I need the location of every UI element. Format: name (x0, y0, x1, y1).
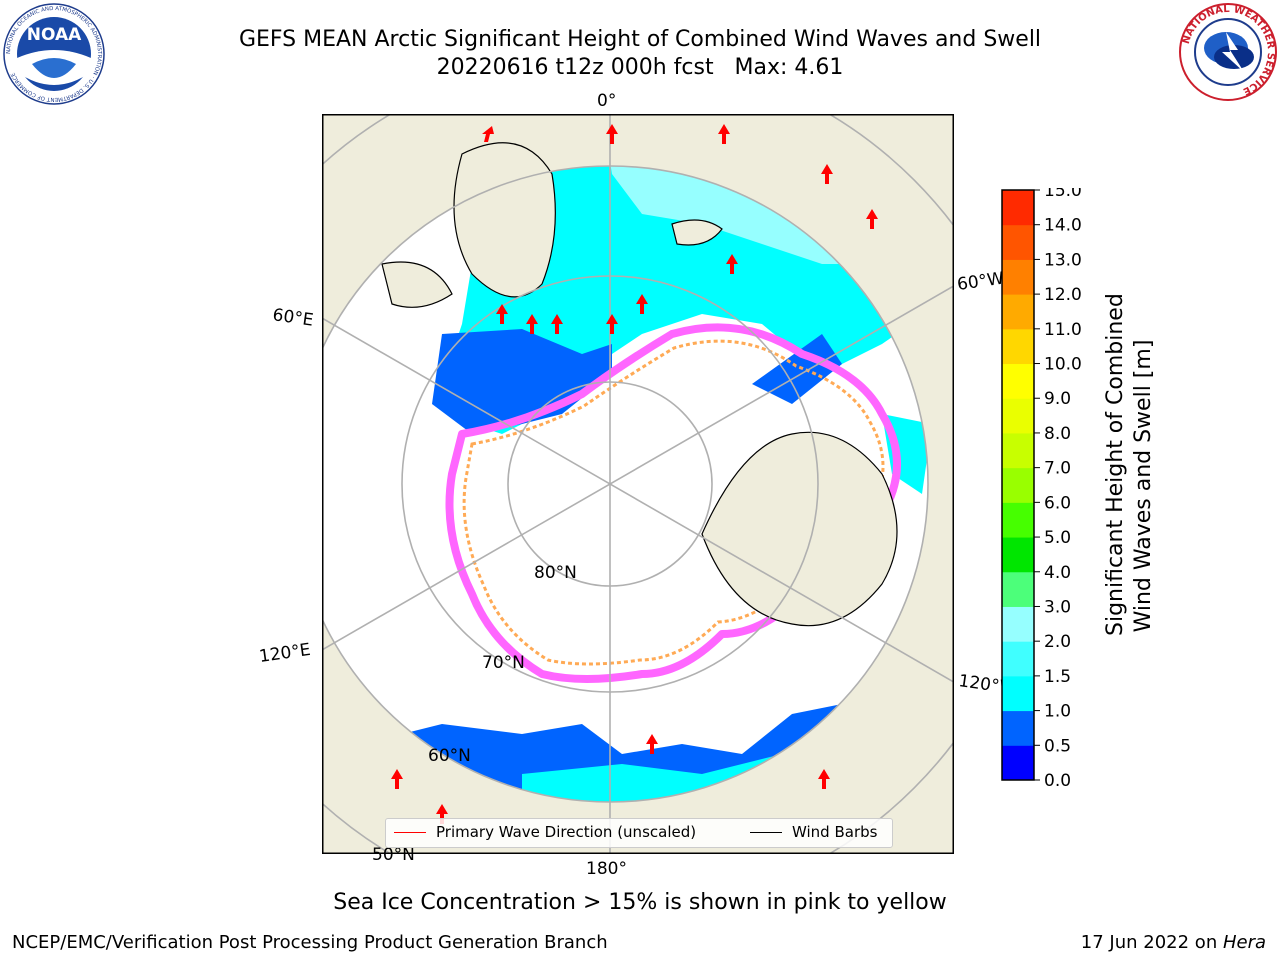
wave-arrow (818, 769, 830, 789)
colorbar-segment (1002, 675, 1034, 712)
colorbar-tick-label: 9.0 (1044, 389, 1071, 409)
legend-primary-wave-swatch (394, 832, 426, 833)
novaya-zemlya (381, 261, 453, 308)
lon-label-180: 180° (586, 859, 627, 879)
lon-label-60e: 60°E (271, 305, 314, 330)
footer-date: 17 Jun 2022 on Hera (1081, 932, 1266, 953)
colorbar-tick-label: 2.0 (1044, 632, 1071, 652)
svg-text:NOAA: NOAA (27, 25, 82, 45)
footer-machine: Hera (1222, 932, 1266, 953)
colorbar: 0.0 0.5 1.0 1.5 2.0 3.0 4.0 5.0 6.0 7.0 8.0 9.0 10.0… (1000, 181, 1110, 791)
colorbar-tick-label: 15.0 (1044, 188, 1082, 201)
lat-label-70: 70°N (482, 653, 525, 673)
colorbar-svg: 0.0 0.5 1.0 1.5 2.0 3.0 4.0 5.0 6.0 7.0 8.0 9.0 10.0… (1001, 181, 1082, 791)
footer-date-text: 17 Jun 2022 on (1080, 932, 1223, 953)
colorbar-tick-label: 14.0 (1044, 216, 1082, 236)
colorbar-tick-label: 8.0 (1044, 424, 1071, 444)
wave-arrow (726, 254, 738, 274)
wave-arrow (636, 294, 648, 314)
landmasses (381, 142, 898, 627)
colorbar-tick-label: 5.0 (1044, 528, 1071, 548)
colorbar-tick-label: 11.0 (1044, 320, 1082, 340)
arctic-map: 80°N 70°N 60°N (322, 114, 954, 854)
colorbar-tick-label: 0.5 (1044, 736, 1071, 756)
wave-arrow (436, 804, 448, 824)
colorbar-segment (1002, 710, 1034, 746)
colorbar-tick-label: 13.0 (1044, 250, 1082, 270)
meridian-120e-60w (322, 284, 954, 651)
colorbar-segment (1002, 190, 1034, 226)
wave-arrow (526, 314, 538, 334)
wave-arrow (646, 734, 658, 754)
legend-wind-barbs-swatch (750, 832, 782, 833)
colorbar-frame (1001, 189, 1035, 781)
greenland (701, 431, 898, 627)
colorbar-segment (1002, 328, 1034, 365)
sea-ice-caption: Sea Ice Concentration > 15% is shown in … (333, 890, 947, 915)
wave-arrow (718, 124, 730, 144)
noaa-logo: NOAA NATIONAL OCEANIC AND ATMOSPHERIC AD… (3, 3, 105, 105)
lon-label-60w: 60°W (956, 269, 1005, 295)
iceland (671, 219, 723, 246)
chart-title: GEFS MEAN Arctic Significant Height of C… (0, 26, 1280, 82)
colorbar-segment (1002, 745, 1034, 781)
colorbar-tick-label: 12.0 (1044, 285, 1082, 305)
colorbar-segment (1002, 467, 1034, 503)
colorbar-segment (1002, 537, 1034, 573)
colorbar-tick-label: 0.0 (1044, 771, 1071, 788)
wave-arrow (606, 314, 618, 334)
map-frame (322, 114, 954, 854)
colorbar-title: Significant Height of Combined Wind Wave… (1103, 293, 1156, 636)
colorbar-segment (1002, 502, 1034, 538)
colorbar-tick-label: 1.5 (1044, 667, 1071, 687)
wave-arrow (482, 126, 494, 142)
colorbar-segment (1002, 432, 1034, 469)
colorbar-tick-label: 7.0 (1044, 459, 1071, 479)
colorbar-segment (1002, 294, 1034, 330)
legend-wind-barbs: Wind Barbs (750, 823, 877, 841)
map-legend: Primary Wave Direction (unscaled) Wind B… (385, 818, 893, 848)
lat-label-60: 60°N (428, 746, 471, 766)
wave-arrow (551, 314, 563, 334)
footer-organization: NCEP/EMC/Verification Post Processing Pr… (12, 932, 608, 953)
title-line-1: GEFS MEAN Arctic Significant Height of C… (238, 27, 1042, 52)
wave-arrow (391, 769, 403, 789)
graticule (322, 114, 954, 854)
wave-direction-arrows (391, 124, 878, 824)
wave-arrow (606, 124, 618, 144)
wave-arrow (866, 209, 878, 229)
legend-primary-wave-label: Primary Wave Direction (unscaled) (436, 823, 697, 841)
colorbar-tick-label: 1.0 (1044, 702, 1071, 722)
nws-logo: NATIONAL WEATHER SERVICE (1179, 3, 1277, 101)
wave-field-baffin (752, 334, 842, 404)
sea-ice-edge-inner (462, 339, 885, 666)
scandinavia (453, 142, 556, 298)
legend-primary-wave: Primary Wave Direction (unscaled) (394, 823, 696, 841)
colorbar-segment (1002, 398, 1034, 434)
lon-label-0: 0° (597, 91, 616, 111)
colorbar-segment (1002, 224, 1034, 260)
colorbar-tick-label: 4.0 (1044, 563, 1071, 583)
colorbar-tick-label: 3.0 (1044, 597, 1071, 617)
wave-arrow (496, 304, 508, 324)
colorbar-segment (1002, 571, 1034, 607)
colorbar-segment (1002, 259, 1034, 295)
colorbar-segment (1002, 606, 1034, 642)
title-line-2: 20220616 t12z 000h fcst Max: 4.61 (436, 55, 844, 80)
colorbar-segment (1002, 363, 1034, 399)
wave-arrow (821, 164, 833, 184)
colorbar-tick-label: 6.0 (1044, 493, 1071, 513)
legend-wind-barbs-label: Wind Barbs (792, 823, 878, 841)
lon-label-120e: 120°E (258, 640, 312, 667)
colorbar-tick-label: 10.0 (1044, 355, 1082, 375)
lat-label-80: 80°N (534, 563, 577, 583)
colorbar-segment (1002, 641, 1034, 677)
